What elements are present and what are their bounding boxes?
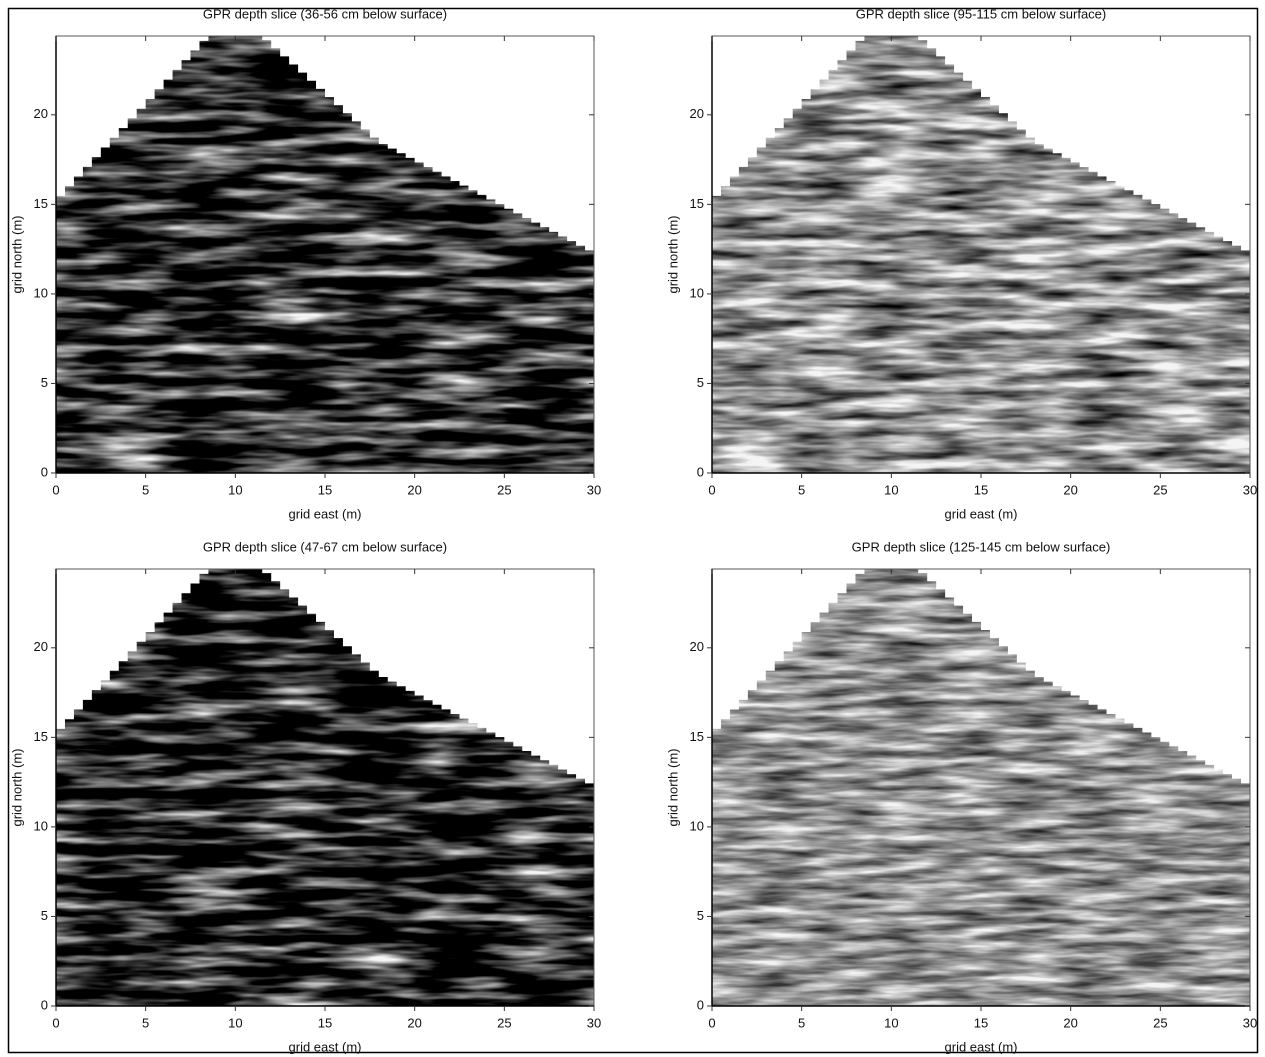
chart-title: GPR depth slice (125-145 cm below surfac… [852, 539, 1111, 554]
y-tick-label: 5 [697, 908, 704, 923]
x-tick-label: 30 [1243, 1015, 1257, 1030]
y-tick-label: 0 [41, 464, 48, 479]
y-tick-label: 10 [34, 818, 48, 833]
y-tick-label: 0 [697, 997, 704, 1012]
y-tick-label: 15 [690, 729, 704, 744]
x-tick-label: 30 [587, 1015, 601, 1030]
y-tick-label: 10 [690, 285, 704, 300]
panel: 0 5 10 15 20 25 30 0 5 10 15 20 GPR depth slice (47-… [9, 539, 601, 1054]
y-tick-label: 20 [690, 639, 704, 654]
y-axis-label: grid north (m) [665, 215, 680, 293]
x-axis-label: grid east (m) [289, 1039, 362, 1054]
x-tick-label: 5 [798, 1015, 805, 1030]
y-tick-label: 0 [41, 997, 48, 1012]
image-texture [712, 569, 1250, 1006]
x-tick-label: 25 [497, 482, 511, 497]
panel: 0 5 10 15 20 25 30 0 5 10 15 20 GPR depth slice (36-… [9, 6, 601, 521]
x-axis-label: grid east (m) [289, 506, 362, 521]
gpr-image [56, 36, 594, 473]
x-tick-label: 0 [52, 482, 59, 497]
x-tick-label: 0 [708, 1015, 715, 1030]
x-axis-label: grid east (m) [945, 506, 1018, 521]
x-tick-label: 5 [142, 482, 149, 497]
y-tick-label: 20 [34, 639, 48, 654]
x-tick-label: 0 [708, 482, 715, 497]
y-tick-label: 10 [34, 285, 48, 300]
panel: 0 5 10 15 20 25 30 0 5 10 15 20 GPR depth slice (125… [665, 539, 1257, 1054]
image-texture [712, 36, 1250, 473]
image-texture [56, 36, 594, 473]
x-tick-label: 10 [228, 1015, 242, 1030]
x-tick-label: 10 [884, 1015, 898, 1030]
y-tick-label: 5 [41, 908, 48, 923]
x-tick-label: 30 [1243, 482, 1257, 497]
x-tick-label: 5 [142, 1015, 149, 1030]
y-tick-label: 0 [697, 464, 704, 479]
gpr-image [712, 36, 1250, 473]
x-tick-label: 10 [228, 482, 242, 497]
image-texture [56, 569, 594, 1006]
x-tick-label: 5 [798, 482, 805, 497]
x-tick-label: 20 [407, 1015, 421, 1030]
y-tick-label: 5 [41, 375, 48, 390]
y-tick-label: 15 [34, 196, 48, 211]
x-tick-label: 30 [587, 482, 601, 497]
x-tick-label: 15 [974, 1015, 988, 1030]
x-tick-label: 25 [497, 1015, 511, 1030]
x-tick-label: 15 [318, 1015, 332, 1030]
x-tick-label: 20 [1063, 482, 1077, 497]
y-axis-label: grid north (m) [665, 748, 680, 826]
y-axis-label: grid north (m) [9, 748, 24, 826]
y-axis-label: grid north (m) [9, 215, 24, 293]
x-tick-label: 0 [52, 1015, 59, 1030]
panel: 0 5 10 15 20 25 30 0 5 10 15 20 GPR depth slice (95-… [665, 6, 1257, 521]
x-tick-label: 20 [407, 482, 421, 497]
chart-title: GPR depth slice (47-67 cm below surface) [203, 539, 447, 554]
gpr-image [56, 569, 594, 1006]
y-tick-label: 20 [34, 106, 48, 121]
x-tick-label: 20 [1063, 1015, 1077, 1030]
y-tick-label: 10 [690, 818, 704, 833]
y-tick-label: 20 [690, 106, 704, 121]
y-tick-label: 15 [690, 196, 704, 211]
gpr-image [712, 569, 1250, 1006]
y-tick-label: 15 [34, 729, 48, 744]
x-axis-label: grid east (m) [945, 1039, 1018, 1054]
x-tick-label: 25 [1153, 1015, 1167, 1030]
y-tick-label: 5 [697, 375, 704, 390]
chart-title: GPR depth slice (36-56 cm below surface) [203, 6, 447, 21]
chart-title: GPR depth slice (95-115 cm below surface… [856, 6, 1106, 21]
figure-frame [7, 7, 1259, 1054]
x-tick-label: 15 [974, 482, 988, 497]
x-tick-label: 25 [1153, 482, 1167, 497]
x-tick-label: 10 [884, 482, 898, 497]
x-tick-label: 15 [318, 482, 332, 497]
